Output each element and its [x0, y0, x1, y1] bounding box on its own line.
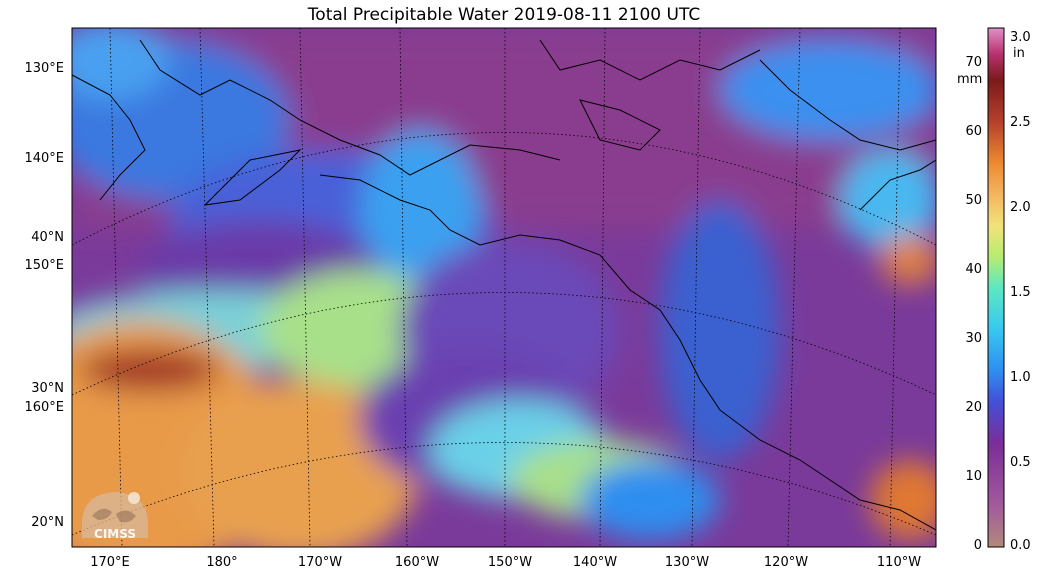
colorbar-mm-tick: 0: [973, 538, 982, 553]
graticule: [72, 28, 936, 547]
colorbar-in-tick: 2.0: [1010, 200, 1031, 215]
colorbar-in-tick: 0.0: [1010, 538, 1031, 553]
lon-label-170w: 170°W: [297, 555, 343, 570]
colorbar-mm-tick: 10: [965, 469, 982, 484]
colorbar-in-tick: 2.5: [1010, 115, 1031, 130]
colorbar-in-tick: 0.5: [1010, 455, 1031, 470]
lat-label-40n: 40°N: [31, 230, 64, 245]
lon-label-150w: 150°W: [487, 555, 533, 570]
lat-label-20n: 20°N: [31, 515, 64, 530]
colorbar-in-unit: in: [1013, 46, 1025, 61]
lat-label-130e: 130°E: [24, 61, 64, 76]
colorbar-mm-tick: 70: [965, 55, 982, 70]
lat-label-150e: 150°E: [24, 258, 64, 273]
map-title: Total Precipitable Water 2019-08-11 2100…: [307, 5, 701, 25]
colorbar-in-tick: 3.0: [1010, 30, 1031, 45]
colorbar-mm-tick: 50: [965, 193, 982, 208]
lon-label-110w: 110°W: [876, 555, 922, 570]
lon-label-160w: 160°W: [394, 555, 440, 570]
coastlines: [72, 39, 936, 531]
colorbar-in-tick: 1.5: [1010, 285, 1031, 300]
colorbar-mm-tick: 60: [965, 124, 982, 139]
lat-label-30n: 30°N: [31, 381, 64, 396]
lon-label-120w: 120°W: [763, 555, 809, 570]
lat-label-140e: 140°E: [24, 151, 64, 166]
lon-label-140w: 140°W: [572, 555, 618, 570]
lon-label-170e: 170°E: [90, 555, 130, 570]
lon-label-130w: 130°W: [664, 555, 710, 570]
colorbar-mm-tick: 30: [965, 331, 982, 346]
colorbar-in-tick: 1.0: [1010, 370, 1031, 385]
lat-label-160e: 160°E: [24, 400, 64, 415]
lon-label-180: 180°: [206, 555, 238, 570]
colorbar: [987, 27, 1005, 548]
colorbar-mm-tick: 20: [965, 400, 982, 415]
cimss-logo: CIMSS: [82, 492, 148, 541]
colorbar-mm-unit: mm: [957, 72, 983, 87]
precip-field: [72, 28, 936, 547]
map-frame: [71, 27, 937, 548]
logo-text: CIMSS: [94, 527, 136, 541]
colorbar-mm-tick: 40: [965, 262, 982, 277]
